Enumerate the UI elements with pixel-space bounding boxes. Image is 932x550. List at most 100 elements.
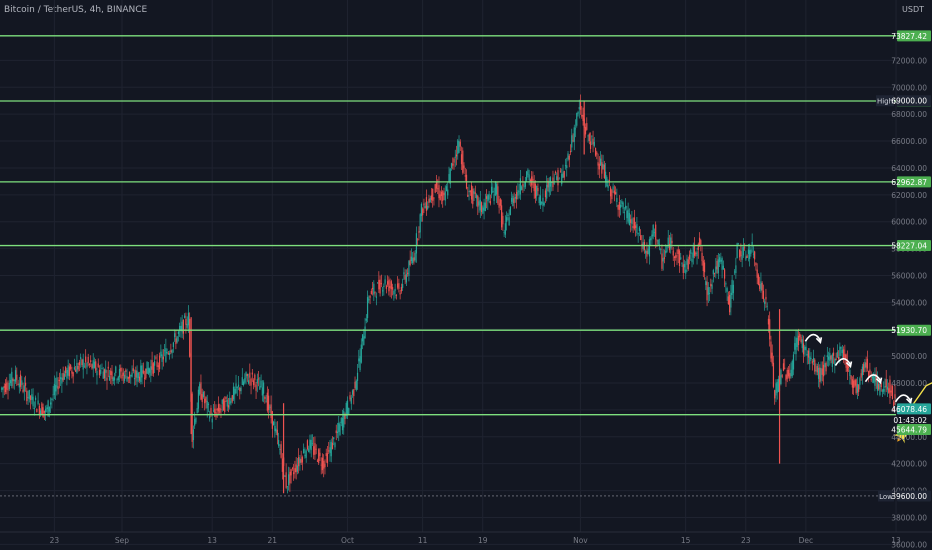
candle-body [633, 217, 635, 229]
candle-body [718, 257, 721, 263]
candle-body [710, 283, 712, 287]
candle-body [53, 383, 55, 396]
y-tick-label: 60000.00 [891, 218, 927, 227]
candle-body [313, 446, 315, 455]
x-tick-label: Nov [573, 536, 588, 545]
candle-body [485, 196, 488, 199]
candle-body [473, 191, 475, 194]
candle-body [9, 379, 12, 384]
candle-body [750, 249, 752, 254]
candle-body [864, 361, 866, 369]
candle-body [443, 192, 445, 196]
candle-body [295, 464, 297, 473]
candle-body [146, 361, 148, 374]
candle-body [291, 468, 293, 469]
candle-body [819, 367, 821, 383]
y-tick-label: 56000.00 [891, 271, 927, 280]
candle-body [774, 390, 776, 399]
candle-body [559, 170, 562, 172]
candle-body [789, 373, 791, 379]
candle-body [498, 203, 500, 208]
candle-body [770, 341, 772, 359]
candle-body [452, 163, 454, 166]
candle-body [626, 210, 628, 219]
candle-body [756, 269, 758, 278]
candle-body [811, 361, 813, 364]
candle-body [849, 370, 851, 376]
candle-body [242, 381, 245, 386]
candle-body [113, 377, 116, 381]
candle-body [717, 259, 719, 274]
candle-body [413, 257, 415, 262]
candle-body [404, 274, 406, 280]
candle-body [698, 237, 701, 247]
candle-body [588, 133, 590, 142]
candle-body [444, 191, 446, 201]
candle-body [205, 397, 207, 402]
candle-body [855, 379, 857, 394]
candle-body [14, 370, 17, 382]
low-marker-tag-bg [878, 490, 894, 502]
candle-body [339, 424, 341, 435]
candle-body [511, 197, 513, 202]
y-tick-label: 72000.00 [891, 56, 927, 65]
candle-body [373, 283, 375, 295]
arrowhead-icon [845, 361, 853, 369]
candle-body [98, 369, 101, 376]
candle-body [795, 337, 797, 355]
candle-body [200, 382, 202, 400]
y-tick-label: 36000.00 [891, 540, 927, 549]
candle-body [677, 249, 679, 254]
candle-body [4, 383, 7, 393]
candle-body [735, 265, 737, 274]
candle-body [326, 453, 329, 463]
y-tick-label: 38000.00 [891, 513, 927, 522]
candle-body [3, 386, 5, 388]
candle-body [370, 291, 372, 295]
candle-body [179, 325, 181, 331]
candle-body [563, 170, 565, 178]
candle-body [66, 370, 68, 379]
candle-body [676, 255, 678, 257]
candle-body [579, 101, 582, 110]
candle-body [517, 189, 519, 196]
candle-body [799, 333, 801, 338]
x-tick-label: 13 [207, 536, 217, 545]
candle-body [860, 373, 862, 378]
candle-body [751, 241, 753, 247]
candle-body [18, 383, 20, 388]
candle-body [254, 374, 256, 381]
candle-body [812, 357, 815, 363]
candle-body [469, 190, 471, 193]
candle-body [638, 227, 641, 232]
candle-body [618, 201, 620, 210]
candle-body [166, 352, 168, 354]
candle-body [321, 457, 324, 471]
candle-body [874, 374, 876, 386]
candle-body [192, 429, 195, 441]
candle-body [635, 225, 637, 228]
candle-body [293, 472, 295, 475]
candle-body [878, 384, 880, 390]
candle-body [706, 281, 708, 301]
candle-body [140, 365, 142, 383]
candle-body [711, 284, 713, 289]
candle-body [169, 353, 171, 356]
candle-body [801, 339, 803, 349]
candle-body [52, 394, 54, 396]
candle-body [671, 240, 673, 244]
candle-body [111, 371, 113, 379]
current-price-label: 46078.46 [891, 405, 927, 414]
candle-body [42, 407, 44, 418]
high-marker-tag-bg [876, 95, 894, 107]
candle-body [38, 405, 40, 415]
candle-body [285, 472, 287, 488]
candle-body [470, 185, 473, 200]
candles [1, 94, 896, 494]
candle-body [587, 135, 589, 137]
candle-body [665, 250, 667, 254]
candle-body [181, 321, 183, 332]
candle-body [50, 402, 52, 405]
candle-body [294, 468, 296, 473]
